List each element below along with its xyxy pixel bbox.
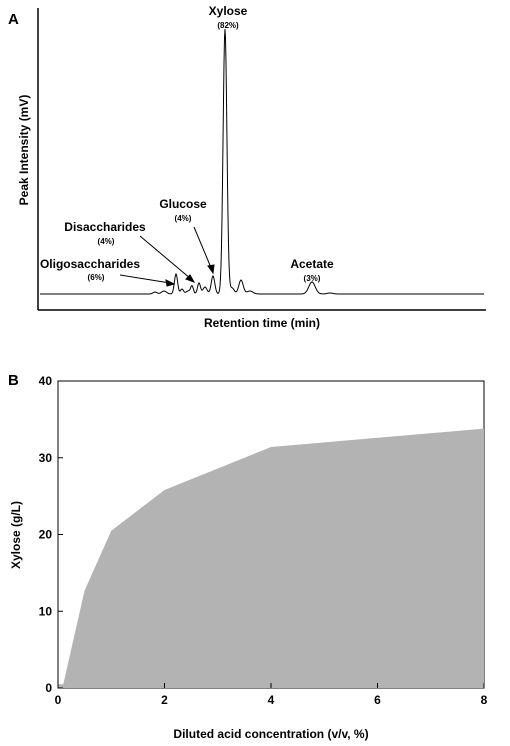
- peak-arrows: [119, 226, 215, 287]
- y-tick-label: 30: [39, 451, 53, 465]
- arrow-head-disaccharides: [185, 274, 196, 283]
- peak-label-oligosaccharides: Oligosaccharides: [40, 257, 140, 271]
- panel-a-letter: A: [8, 11, 19, 28]
- y-tick-label: 20: [39, 528, 53, 542]
- panel-a-x-label: Retention time (min): [204, 316, 320, 330]
- peak-label-xylose: Xylose: [209, 4, 248, 18]
- panel-b-letter: B: [8, 372, 19, 389]
- panel-a: A Peak Intensity (mV) Retention time (mi…: [8, 4, 486, 330]
- peak-label-glucose: Glucose: [159, 197, 207, 211]
- panel-b-x-label: Diluted acid concentration (v/v, %): [173, 727, 368, 741]
- x-tick-label: 4: [268, 693, 275, 707]
- arrow-glucose: [193, 226, 213, 271]
- y-tick-label: 10: [39, 604, 53, 618]
- panel-b-y-label: Xylose (g/L): [9, 501, 23, 569]
- arrow-head-glucose: [207, 264, 215, 275]
- peak-percent-xylose: (82%): [217, 21, 239, 30]
- peak-percent-oligosaccharides: (6%): [88, 273, 105, 282]
- peak-percent-disaccharides: (4%): [98, 237, 115, 246]
- x-tick-label: 2: [161, 693, 168, 707]
- peak-label-acetate: Acetate: [290, 257, 334, 271]
- arrow-oligosaccharides: [119, 274, 171, 284]
- panel-b-ticks: 0 10 20 30 40 0 2 4 6 8: [39, 374, 488, 707]
- chromatogram-trace: [40, 28, 484, 295]
- y-tick-label: 0: [45, 681, 52, 695]
- x-tick-label: 6: [374, 693, 381, 707]
- peak-percent-glucose: (4%): [175, 214, 192, 223]
- panel-b: B 0 10 20 30 40 0 2 4 6 8 Xylose (g/L) Diluted ac…: [8, 372, 488, 741]
- arrow-head-oligosaccharides: [165, 279, 176, 287]
- peak-label-disaccharides: Disaccharides: [64, 220, 146, 234]
- xylose-area: [58, 428, 484, 688]
- peak-percent-acetate: (3%): [304, 274, 321, 283]
- x-tick-label: 0: [55, 693, 62, 707]
- y-tick-label: 40: [39, 374, 53, 388]
- panel-a-y-label: Peak Intensity (mV): [17, 95, 31, 206]
- x-tick-label: 8: [481, 693, 488, 707]
- arrow-disaccharides: [139, 235, 192, 280]
